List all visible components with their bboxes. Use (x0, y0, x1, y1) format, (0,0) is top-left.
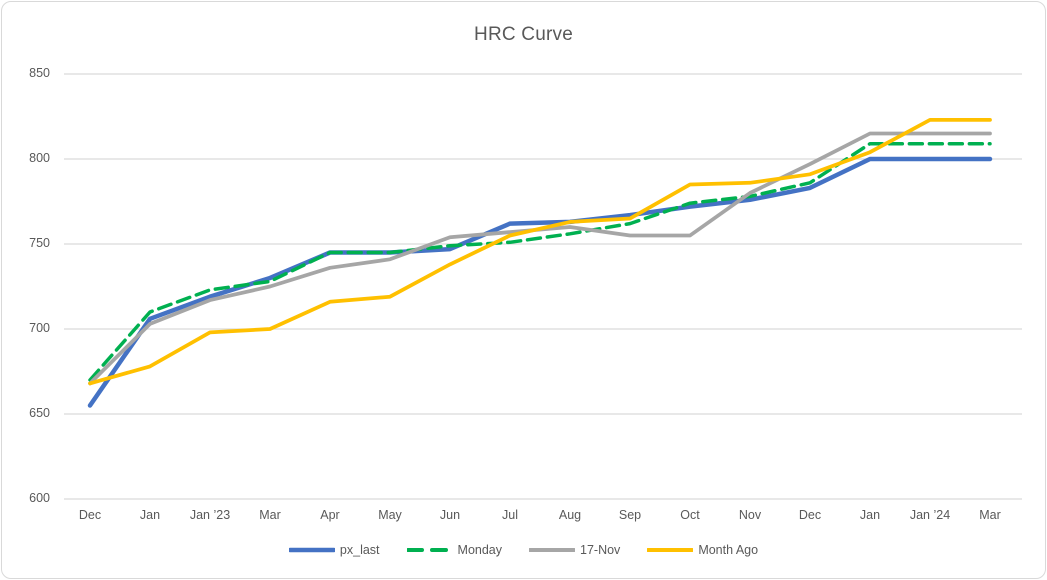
series-line-px-last (87, 156, 993, 408)
legend-item-px-last: px_last (288, 543, 380, 557)
legend-item-month-ago: Month Ago (647, 543, 758, 557)
y-tick-label: 700 (29, 321, 50, 335)
legend-swatch (529, 548, 576, 552)
series-line-month-ago (88, 118, 992, 386)
y-tick-label: 800 (29, 151, 50, 165)
legend-label: px_last (339, 543, 380, 557)
x-tick-label: Jan ’24 (909, 508, 951, 522)
x-tick-label: Jan (139, 508, 161, 522)
chart-title: HRC Curve (474, 24, 573, 45)
y-tick-label: 600 (29, 491, 50, 505)
x-tick-label: Jun (439, 508, 461, 522)
x-tick-label: Dec (798, 508, 822, 522)
legend-item-monday: Monday (406, 543, 503, 557)
x-tick-label: Dec (78, 508, 102, 522)
x-tick-label: Jul (502, 508, 518, 522)
y-tick-label: 650 (29, 406, 50, 420)
x-tick-label: May (378, 508, 402, 522)
x-tick-label: Mar (259, 508, 281, 522)
x-tick-label: Jan ’23 (189, 508, 231, 522)
x-tick-label: Jan (859, 508, 881, 522)
legend-label: 17-Nov (580, 543, 621, 557)
x-tick-label: Sep (618, 508, 642, 522)
series-line-monday (88, 141, 992, 382)
legend-item-17-nov: 17-Nov (529, 543, 620, 557)
legend-swatch (288, 547, 335, 553)
legend-swatch (647, 548, 694, 552)
x-tick-label: Aug (558, 508, 582, 522)
y-tick-label: 750 (29, 236, 50, 250)
x-tick-label: Apr (320, 508, 340, 522)
legend-label: Month Ago (698, 543, 759, 557)
legend-swatch (406, 548, 453, 552)
x-tick-label: Mar (979, 508, 1001, 522)
legend: px_last Monday 17-Nov Month Ago (2, 543, 1045, 557)
x-tick-label: Oct (680, 508, 700, 522)
series-line-17-nov (88, 131, 992, 386)
legend-label: Monday (457, 543, 503, 557)
x-tick-label: Nov (738, 508, 762, 522)
y-tick-label: 850 (29, 66, 50, 80)
